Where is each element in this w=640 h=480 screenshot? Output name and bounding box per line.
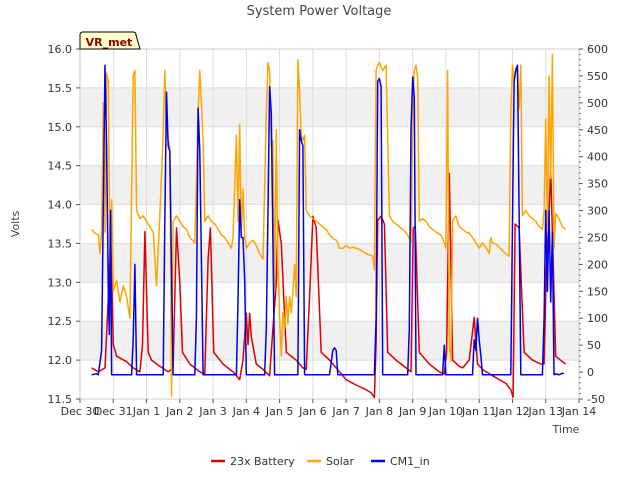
- y-right-tick-label: -50: [587, 393, 605, 406]
- y-axis-left: 11.5 12.0 12.5 13.0 13.5 14.0 14.5 15.0 15.5 16.0: [48, 43, 80, 406]
- y-left-tick-label: 16.0: [48, 43, 73, 56]
- x-axis-label: Time: [552, 423, 580, 436]
- x-tick-label: Jan 14: [561, 405, 596, 418]
- badge-label: VR_met: [86, 36, 133, 49]
- vr-met-badge: VR_met: [79, 31, 141, 50]
- legend-label: CM1_in: [390, 455, 430, 468]
- x-tick-label: Jan 1: [132, 405, 160, 418]
- y-right-tick-label: 200: [587, 258, 608, 271]
- y-right-tick-label: 250: [587, 231, 608, 244]
- x-tick-label: Jan 11: [461, 405, 496, 418]
- x-tick-label: Jan 3: [198, 405, 226, 418]
- x-tick-label: Jan 5: [265, 405, 293, 418]
- y-left-tick-label: 13.0: [48, 276, 73, 289]
- y-right-tick-label: 50: [587, 339, 601, 352]
- y-left-tick-label: 15.5: [48, 82, 73, 95]
- x-tick-label: Jan 4: [232, 405, 260, 418]
- y-right-tick-label: 150: [587, 285, 608, 298]
- y-left-tick-label: 14.5: [48, 160, 73, 173]
- y-left-tick-label: 12.5: [48, 315, 73, 328]
- x-tick-label: Jan 12: [494, 405, 529, 418]
- y-right-tick-label: 550: [587, 70, 608, 83]
- series-line-cm1-in: [91, 64, 565, 376]
- background-band: [80, 165, 579, 205]
- y-right-tick-label: 0: [587, 366, 594, 379]
- y-right-tick-label: 350: [587, 178, 608, 191]
- chart-title: System Power Voltage: [247, 4, 392, 19]
- background-band: [80, 243, 579, 283]
- y-right-tick-label: 600: [587, 43, 608, 56]
- x-tick-label: Dec 31: [94, 405, 133, 418]
- x-tick-label: Dec 30: [61, 405, 100, 418]
- x-tick-label: Jan 10: [428, 405, 463, 418]
- y-left-tick-label: 15.0: [48, 121, 73, 134]
- x-tick-label: Jan 6: [298, 405, 326, 418]
- legend-label: Solar: [326, 455, 355, 468]
- series-layer: [91, 53, 567, 399]
- x-tick-label: Jan 8: [365, 405, 393, 418]
- y-left-tick-label: 12.0: [48, 354, 73, 367]
- y-right-tick-label: 450: [587, 124, 608, 137]
- legend: 23x Battery Solar CM1_in: [211, 455, 430, 468]
- y-right-tick-label: 100: [587, 312, 608, 325]
- y-right-tick-label: 300: [587, 205, 608, 218]
- y-right-tick-label: 500: [587, 97, 608, 110]
- background-band: [80, 87, 579, 127]
- y-axis-label: Volts: [9, 210, 22, 237]
- y-axis-right: -50 0 50 100 150 200 250 300 350 400 450 500 550 600: [579, 43, 608, 406]
- x-tick-label: Jan 9: [398, 405, 426, 418]
- y-left-tick-label: 14.0: [48, 199, 73, 212]
- background-band: [80, 321, 579, 361]
- y-right-tick-label: 400: [587, 151, 608, 164]
- y-left-tick-label: 11.5: [48, 393, 73, 406]
- plot-frame: [79, 48, 580, 400]
- y-left-tick-label: 13.5: [48, 237, 73, 250]
- x-tick-label: Jan 2: [165, 405, 193, 418]
- background-bands: [80, 87, 579, 361]
- x-tick-label: Jan 7: [331, 405, 359, 418]
- x-tick-label: Jan 13: [528, 405, 563, 418]
- legend-label: 23x Battery: [230, 455, 295, 468]
